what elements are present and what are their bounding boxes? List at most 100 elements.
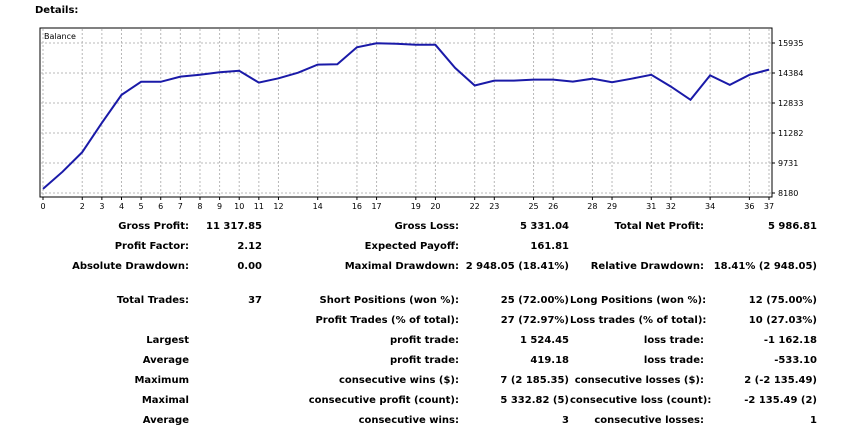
gross-loss-label: Gross Loss: [394, 221, 459, 232]
x-tick-label: 6 [158, 202, 163, 211]
short-positions-label: Short Positions (won %): [319, 295, 459, 306]
stats-row: Maximum consecutive wins ($): 7 (2 185.3… [0, 372, 849, 392]
average-consecutive-label: Average [142, 415, 189, 426]
loss-trades-label: Loss trades (% of total): [570, 315, 707, 326]
stats-row: Largest profit trade: 1 524.45 loss trad… [0, 332, 849, 352]
y-tick-label: 14384 [778, 69, 803, 78]
largest-loss-label: loss trade: [643, 335, 704, 346]
average-label: Average [142, 355, 189, 366]
average-profit-label: profit trade: [389, 355, 459, 366]
x-tick-label: 4 [119, 202, 124, 211]
x-tick-label: 31 [646, 202, 656, 211]
relative-drawdown-label: Relative Drawdown: [590, 261, 704, 272]
x-tick-label: 17 [371, 202, 381, 211]
chart-title: Balance [44, 32, 76, 41]
gross-profit-value: 11 317.85 [206, 221, 262, 232]
stats-row: Average consecutive wins: 3 consecutive … [0, 412, 849, 432]
x-tick-label: 3 [99, 202, 104, 211]
average-consecutive-losses-value: 1 [810, 415, 817, 426]
y-tick-label: 9731 [778, 159, 798, 168]
x-tick-label: 34 [705, 202, 715, 211]
x-tick-label: 23 [489, 202, 499, 211]
x-tick-label: 22 [470, 202, 480, 211]
y-tick-label: 12833 [778, 99, 803, 108]
x-tick-label: 29 [607, 202, 617, 211]
relative-drawdown-value: 18.41% (2 948.05) [713, 261, 817, 272]
average-loss-label: loss trade: [643, 355, 704, 366]
largest-loss-value: -1 162.18 [763, 335, 817, 346]
gross-profit-label: Gross Profit: [118, 221, 189, 232]
stats-row: Gross Profit: 11 317.85 Gross Loss: 5 33… [0, 218, 849, 238]
maximal-consecutive-loss-label: consecutive loss (count): [570, 395, 712, 406]
long-positions-value: 12 (75.00%) [748, 295, 817, 306]
stats-row: Absolute Drawdown: 0.00 Maximal Drawdown… [0, 258, 849, 278]
profit-factor-label: Profit Factor: [114, 241, 189, 252]
x-tick-label: 36 [744, 202, 754, 211]
x-tick-label: 9 [217, 202, 222, 211]
x-tick-label: 10 [234, 202, 244, 211]
balance-chart: 0 2 3 4 5 6 7 8 9 10 11 12 14 16 17 19 20 22 23 25 26 28 29 31 3… [39, 27, 803, 211]
max-consecutive-losses-value: 2 (-2 135.49) [744, 375, 817, 386]
x-tick-label: 26 [548, 202, 558, 211]
stats-row: Profit Factor: 2.12 Expected Payoff: 161… [0, 238, 849, 258]
absolute-drawdown-label: Absolute Drawdown: [72, 261, 189, 272]
largest-profit-value: 1 524.45 [519, 335, 569, 346]
x-tick-label: 20 [430, 202, 440, 211]
x-tick-label: 37 [764, 202, 774, 211]
loss-trades-value: 10 (27.03%) [748, 315, 817, 326]
total-trades-value: 37 [248, 295, 262, 306]
gross-loss-value: 5 331.04 [519, 221, 569, 232]
average-consecutive-losses-label: consecutive losses: [594, 415, 704, 426]
maximal-drawdown-value: 2 948.05 (18.41%) [465, 261, 569, 272]
x-tick-label: 7 [178, 202, 183, 211]
max-consecutive-wins-label: consecutive wins ($): [338, 375, 459, 386]
maximum-label: Maximum [134, 375, 189, 386]
short-positions-value: 25 (72.00%) [500, 295, 569, 306]
x-tick-label: 0 [40, 202, 45, 211]
expected-payoff-label: Expected Payoff: [364, 241, 459, 252]
maximal-drawdown-label: Maximal Drawdown: [344, 261, 459, 272]
maximal-label: Maximal [141, 395, 189, 406]
stats-row: Total Trades: 37 Short Positions (won %)… [0, 292, 849, 312]
average-consecutive-wins-value: 3 [562, 415, 569, 426]
y-tick-label: 8180 [778, 189, 798, 198]
stats-row: Average profit trade: 419.18 loss trade:… [0, 352, 849, 372]
x-tick-label: 14 [313, 202, 323, 211]
profit-trades-label: Profit Trades (% of total): [315, 315, 459, 326]
max-consecutive-losses-label: consecutive losses ($): [574, 375, 704, 386]
total-net-profit-label: Total Net Profit: [614, 221, 704, 232]
profit-factor-value: 2.12 [237, 241, 262, 252]
y-tick-label: 11282 [778, 129, 803, 138]
maximal-consecutive-profit-label: consecutive profit (count): [308, 395, 459, 406]
x-tick-label: 2 [80, 202, 85, 211]
expected-payoff-value: 161.81 [530, 241, 569, 252]
balance-series-line [42, 42, 770, 190]
x-tick-label: 32 [666, 202, 676, 211]
stats-row: Maximal consecutive profit (count): 5 33… [0, 392, 849, 412]
total-net-profit-value: 5 986.81 [767, 221, 817, 232]
x-tick-label: 25 [528, 202, 538, 211]
average-profit-value: 419.18 [530, 355, 569, 366]
details-title: Details: [35, 5, 79, 16]
largest-profit-label: profit trade: [389, 335, 459, 346]
x-tick-label: 12 [273, 202, 283, 211]
profit-trades-value: 27 (72.97%) [500, 315, 569, 326]
largest-label: Largest [146, 335, 189, 346]
max-consecutive-wins-value: 7 (2 185.35) [500, 375, 569, 386]
stats-table: Gross Profit: 11 317.85 Gross Loss: 5 33… [0, 218, 849, 432]
average-consecutive-wins-label: consecutive wins: [358, 415, 459, 426]
absolute-drawdown-value: 0.00 [237, 261, 262, 272]
average-loss-value: -533.10 [774, 355, 817, 366]
long-positions-label: Long Positions (won %): [570, 295, 707, 306]
chart-frame [39, 27, 773, 198]
maximal-consecutive-loss-value: -2 135.49 (2) [744, 395, 817, 406]
y-tick-label: 15935 [778, 39, 803, 48]
x-tick-label: 8 [197, 202, 202, 211]
x-tick-label: 5 [139, 202, 144, 211]
maximal-consecutive-profit-value: 5 332.82 (5) [500, 395, 569, 406]
x-tick-label: 28 [587, 202, 597, 211]
x-tick-label: 19 [411, 202, 421, 211]
x-tick-label: 11 [254, 202, 264, 211]
x-tick-label: 16 [352, 202, 362, 211]
total-trades-label: Total Trades: [116, 295, 189, 306]
